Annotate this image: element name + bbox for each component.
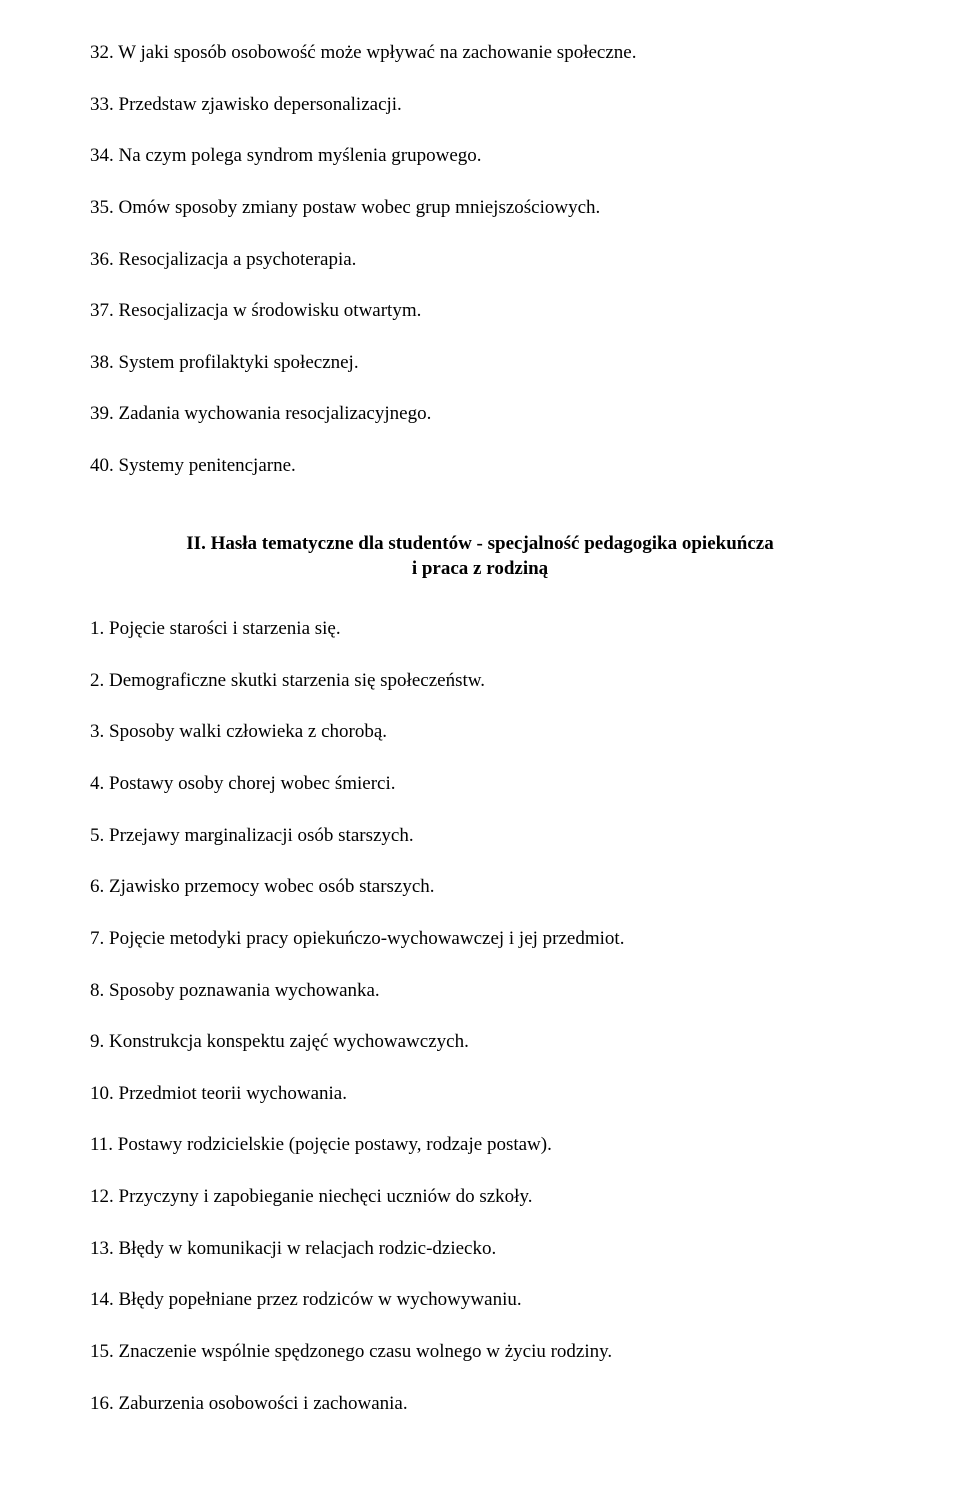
list-item: 13. Błędy w komunikacji w relacjach rodz… [90,1236,870,1262]
heading-line-1: II. Hasła tematyczne dla studentów - spe… [90,531,870,557]
list-item: 37. Resocjalizacja w środowisku otwartym… [90,298,870,324]
list-item: 16. Zaburzenia osobowości i zachowania. [90,1391,870,1417]
list-item: 7. Pojęcie metodyki pracy opiekuńczo-wyc… [90,926,870,952]
list-item: 38. System profilaktyki społecznej. [90,350,870,376]
list-item: 6. Zjawisko przemocy wobec osób starszyc… [90,874,870,900]
list-item: 14. Błędy popełniane przez rodziców w wy… [90,1287,870,1313]
section-1-list: 32. W jaki sposób osobowość może wpływać… [90,40,870,479]
list-item: 4. Postawy osoby chorej wobec śmierci. [90,771,870,797]
heading-line-2: i praca z rodziną [90,556,870,582]
list-item: 34. Na czym polega syndrom myślenia grup… [90,143,870,169]
list-item: 11. Postawy rodzicielskie (pojęcie posta… [90,1132,870,1158]
list-item: 39. Zadania wychowania resocjalizacyjneg… [90,401,870,427]
list-item: 5. Przejawy marginalizacji osób starszyc… [90,823,870,849]
list-item: 12. Przyczyny i zapobieganie niechęci uc… [90,1184,870,1210]
list-item: 2. Demograficzne skutki starzenia się sp… [90,668,870,694]
document-page: 32. W jaki sposób osobowość może wpływać… [0,0,960,1502]
list-item: 33. Przedstaw zjawisko depersonalizacji. [90,92,870,118]
list-item: 1. Pojęcie starości i starzenia się. [90,616,870,642]
list-item: 40. Systemy penitencjarne. [90,453,870,479]
list-item: 15. Znaczenie wspólnie spędzonego czasu … [90,1339,870,1365]
list-item: 8. Sposoby poznawania wychowanka. [90,978,870,1004]
list-item: 32. W jaki sposób osobowość może wpływać… [90,40,870,66]
section-2-heading: II. Hasła tematyczne dla studentów - spe… [90,531,870,582]
list-item: 35. Omów sposoby zmiany postaw wobec gru… [90,195,870,221]
list-item: 36. Resocjalizacja a psychoterapia. [90,247,870,273]
list-item: 10. Przedmiot teorii wychowania. [90,1081,870,1107]
list-item: 9. Konstrukcja konspektu zajęć wychowawc… [90,1029,870,1055]
list-item: 3. Sposoby walki człowieka z chorobą. [90,719,870,745]
section-2-list: 1. Pojęcie starości i starzenia się. 2. … [90,616,870,1416]
